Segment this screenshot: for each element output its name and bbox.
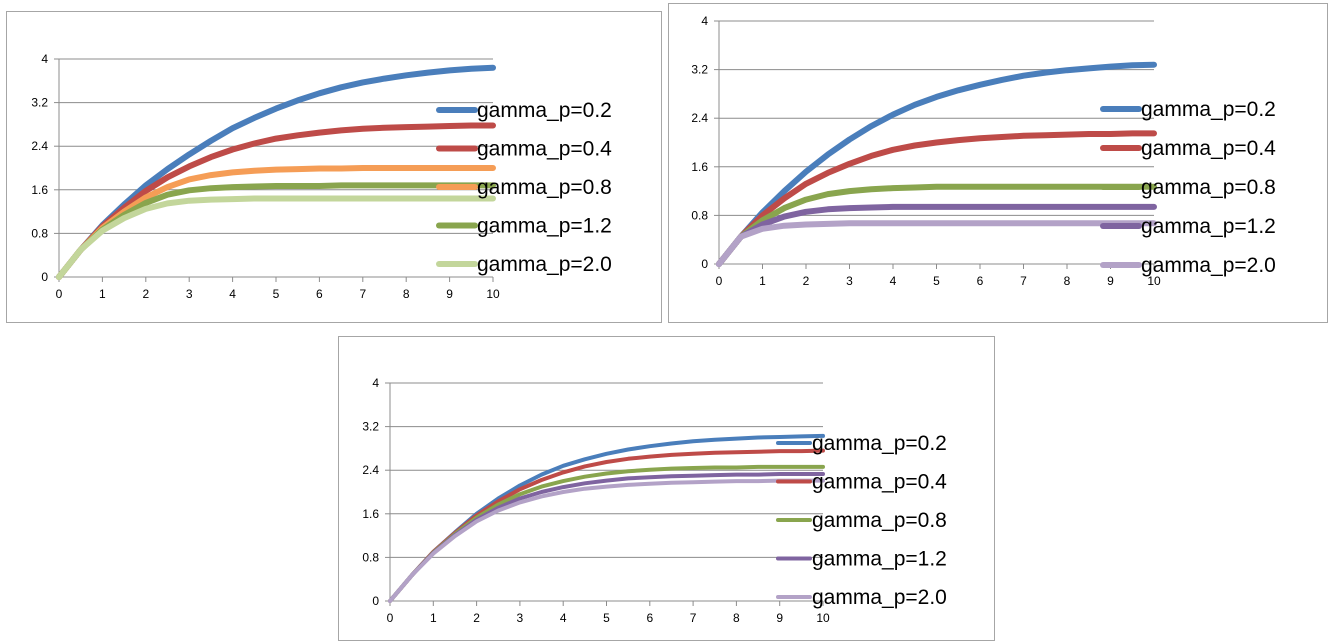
x-tick-label: 6 [316,287,323,301]
y-tick-label: 0 [701,257,708,271]
x-tick-label: 0 [387,611,394,625]
series-line [716,203,1157,267]
legend-label: gamma_p=0.8 [477,176,612,199]
series-line [56,182,496,280]
legend-label: gamma_p=2.0 [1141,254,1276,277]
chart-svg-top-right: 0 1 2 3 4 5 6 7 8 9 10 0 0.8 1.6 2.4 3.2 4 gamma_p=0.2gam… [691,14,1276,288]
x-tick-label: 2 [142,287,149,301]
legend-label: gamma_p=0.2 [477,99,612,122]
x-tick-label: 6 [646,611,653,625]
x-tick-label: 7 [690,611,697,625]
y-tick-label: 3.2 [691,63,708,77]
legend-label: gamma_p=2.0 [477,253,612,276]
legend-label: gamma_p=1.2 [477,215,612,238]
y-tick-label: 2.4 [691,111,708,125]
legend-label: gamma_p=0.8 [812,509,947,532]
x-tick-label: 10 [816,611,830,625]
legend-label: gamma_p=0.2 [812,432,947,455]
legend-label: gamma_p=2.0 [812,586,947,609]
y-tick-label: 2.4 [31,139,48,153]
x-tick-label: 5 [273,287,280,301]
y-tick-label: 1.6 [691,160,708,174]
x-tick-label: 4 [229,287,236,301]
legend-label: gamma_p=0.2 [1141,98,1276,121]
series-line [716,61,1157,267]
series-line [56,64,496,280]
series-line [56,122,496,280]
series-line [716,183,1157,267]
x-tick-label: 2 [803,274,810,288]
x-tick-label: 3 [846,274,853,288]
legend-label: gamma_p=0.4 [812,471,947,494]
y-tick-label: 0 [41,270,48,284]
x-tick-label: 5 [933,274,940,288]
chart-svg-top-left: 0 1 2 3 4 5 6 7 8 9 10 0 0.8 1.6 2.4 3.2 4 gamma_p=0.2gam… [31,52,612,301]
x-tick-label: 8 [1064,274,1071,288]
series-line [56,195,496,280]
x-tick-label: 9 [446,287,453,301]
gridlines [59,58,493,234]
y-tick-label: 1.6 [31,183,48,197]
series-line [716,220,1157,267]
y-tick-label: 4 [372,376,379,390]
x-tick-label: 0 [56,287,63,301]
legend-label: gamma_p=0.4 [477,138,612,161]
x-tick-label: 5 [603,611,610,625]
y-tick-label: 0.8 [31,226,48,240]
x-tick-label: 3 [186,287,193,301]
x-tick-label: 8 [403,287,410,301]
y-tick-label: 3.2 [362,420,379,434]
series-line [56,165,496,280]
x-tick-label: 10 [1147,274,1161,288]
legend-label: gamma_p=1.2 [1141,215,1276,238]
x-tick-label: 1 [99,287,106,301]
x-tick-label: 6 [977,274,984,288]
x-tick-label: 10 [486,287,500,301]
x-tick-label: 1 [430,611,437,625]
y-tick-label: 2.4 [362,463,379,477]
legend-label: gamma_p=0.8 [1141,176,1276,199]
legend-label: gamma_p=1.2 [812,548,947,571]
x-tick-label: 9 [1107,274,1114,288]
x-tick-label: 0 [716,274,723,288]
x-tick-label: 7 [1020,274,1027,288]
y-tick-label: 3.2 [31,96,48,110]
series-line [388,478,825,603]
x-tick-label: 8 [733,611,740,625]
x-tick-label: 1 [759,274,766,288]
y-tick-label: 4 [701,14,708,28]
x-tick-label: 4 [560,611,567,625]
y-tick-label: 0 [372,594,379,608]
x-tick-label: 3 [517,611,524,625]
y-tick-label: 0.8 [362,550,379,564]
x-tick-label: 9 [776,611,783,625]
x-tick-label: 2 [473,611,480,625]
gridlines [390,382,823,558]
y-tick-label: 1.6 [362,507,379,521]
chart-svg-bottom: 0 1 2 3 4 5 6 7 8 9 10 0 0.8 1.6 2.4 3.2 4 gamma_p=0.2gam… [362,376,947,625]
series-line [716,130,1157,267]
legend-label: gamma_p=0.4 [1141,137,1276,160]
y-tick-label: 0.8 [691,208,708,222]
x-tick-label: 4 [890,274,897,288]
y-tick-label: 4 [41,52,48,66]
x-tick-label: 7 [359,287,366,301]
